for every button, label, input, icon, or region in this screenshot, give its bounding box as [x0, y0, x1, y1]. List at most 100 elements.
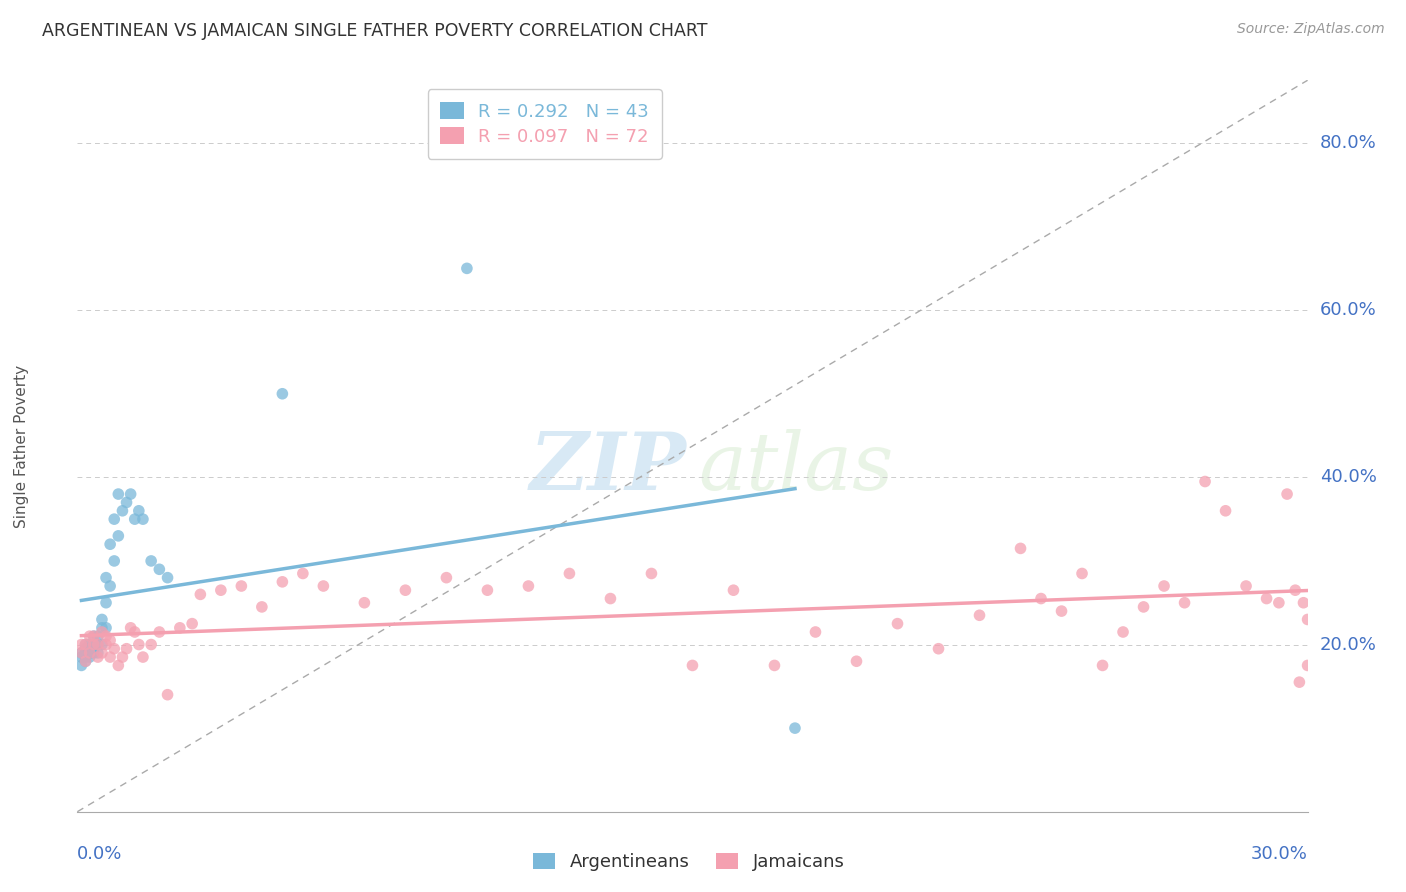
Point	[87, 638, 110, 652]
Point	[111, 504, 134, 518]
Point	[79, 646, 101, 660]
Point	[250, 599, 273, 614]
Point	[115, 641, 138, 656]
Point	[70, 646, 93, 660]
Point	[98, 633, 121, 648]
Point	[79, 638, 101, 652]
Point	[132, 512, 155, 526]
Point	[1292, 596, 1315, 610]
Point	[558, 566, 581, 581]
Point	[148, 625, 170, 640]
Point	[70, 650, 93, 665]
Point	[98, 579, 121, 593]
Point	[231, 579, 253, 593]
Point	[682, 658, 704, 673]
Point	[845, 654, 868, 668]
Point	[1194, 475, 1216, 489]
Point	[928, 641, 950, 656]
Point	[98, 537, 121, 551]
Point	[79, 646, 101, 660]
Point	[969, 608, 991, 623]
Point	[1256, 591, 1278, 606]
Point	[90, 638, 114, 652]
Point	[87, 629, 110, 643]
Point	[148, 562, 170, 576]
Point	[83, 641, 105, 656]
Point	[1296, 612, 1319, 626]
Point	[75, 654, 97, 668]
Text: Source: ZipAtlas.com: Source: ZipAtlas.com	[1237, 22, 1385, 37]
Point	[75, 650, 97, 665]
Point	[599, 591, 621, 606]
Point	[128, 504, 150, 518]
Point	[75, 638, 97, 652]
Point	[94, 638, 117, 652]
Point	[103, 512, 125, 526]
Point	[1234, 579, 1257, 593]
Point	[353, 596, 375, 610]
Text: Single Father Poverty: Single Father Poverty	[14, 365, 30, 527]
Point	[75, 646, 97, 660]
Point	[83, 629, 105, 643]
Point	[79, 650, 101, 665]
Point	[83, 638, 105, 652]
Point	[124, 512, 146, 526]
Point	[83, 629, 105, 643]
Point	[94, 629, 117, 643]
Point	[1288, 675, 1310, 690]
Point	[124, 625, 146, 640]
Text: 60.0%: 60.0%	[1320, 301, 1376, 319]
Point	[75, 654, 97, 668]
Point	[436, 571, 458, 585]
Point	[181, 616, 204, 631]
Text: atlas: atlas	[699, 429, 894, 507]
Point	[723, 583, 745, 598]
Point	[456, 261, 478, 276]
Point	[79, 629, 101, 643]
Point	[120, 487, 142, 501]
Point	[94, 571, 117, 585]
Point	[1071, 566, 1094, 581]
Point	[1275, 487, 1298, 501]
Point	[1268, 596, 1291, 610]
Point	[98, 650, 121, 665]
Point	[132, 650, 155, 665]
Point	[79, 641, 101, 656]
Point	[90, 625, 114, 640]
Text: 30.0%: 30.0%	[1251, 845, 1308, 863]
Point	[1029, 591, 1052, 606]
Point	[70, 646, 93, 660]
Point	[394, 583, 416, 598]
Point	[90, 621, 114, 635]
Point	[70, 658, 93, 673]
Point	[783, 721, 806, 735]
Point	[1010, 541, 1032, 556]
Point	[1112, 625, 1135, 640]
Point	[886, 616, 908, 631]
Point	[83, 638, 105, 652]
Point	[87, 646, 110, 660]
Point	[763, 658, 786, 673]
Point	[75, 641, 97, 656]
Point	[120, 621, 142, 635]
Point	[1174, 596, 1197, 610]
Point	[188, 587, 212, 601]
Point	[90, 612, 114, 626]
Text: 80.0%: 80.0%	[1320, 134, 1376, 152]
Point	[94, 621, 117, 635]
Point	[640, 566, 662, 581]
Point	[169, 621, 191, 635]
Point	[103, 554, 125, 568]
Point	[107, 487, 129, 501]
Point	[90, 646, 114, 660]
Point	[1153, 579, 1175, 593]
Point	[141, 638, 163, 652]
Point	[156, 571, 179, 585]
Point	[156, 688, 179, 702]
Point	[103, 641, 125, 656]
Point	[209, 583, 232, 598]
Point	[1050, 604, 1073, 618]
Point	[1296, 658, 1319, 673]
Point	[312, 579, 335, 593]
Point	[804, 625, 827, 640]
